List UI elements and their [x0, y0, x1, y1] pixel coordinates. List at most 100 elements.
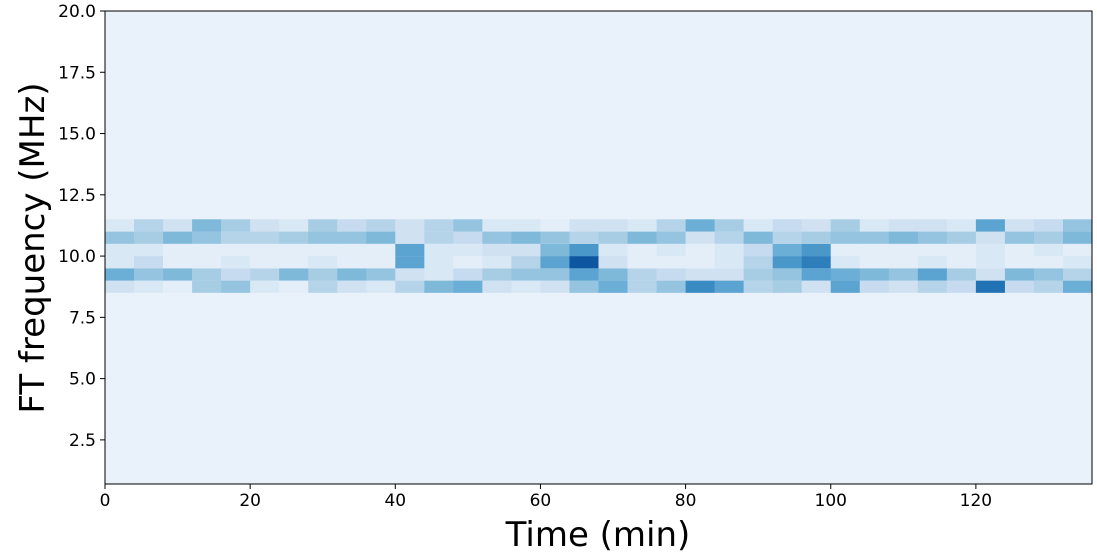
heatmap-cell [888, 268, 919, 281]
heatmap-cell [685, 268, 715, 281]
heatmap-cell [598, 231, 628, 244]
heatmap-cell [279, 256, 309, 269]
heatmap-cell [975, 243, 1006, 257]
heatmap-cell [308, 256, 338, 269]
heatmap-cell [424, 219, 454, 232]
y-tick-label: 10.0 [58, 247, 96, 267]
heatmap-cell [772, 280, 803, 293]
heatmap-cell [656, 231, 686, 244]
heatmap-cell [714, 231, 744, 244]
heatmap-cell [105, 256, 135, 269]
heatmap-cell [830, 243, 861, 257]
heatmap-cell [395, 231, 425, 244]
heatmap-cell [1033, 219, 1064, 232]
heatmap-cell [395, 280, 425, 293]
heatmap-cells [105, 219, 1093, 293]
heatmap-cell [1033, 268, 1064, 281]
heatmap-cell [888, 280, 919, 293]
heatmap-cell [685, 256, 715, 269]
heatmap-cell [192, 280, 222, 293]
heatmap-cell [714, 256, 744, 269]
heatmap-cell [540, 268, 570, 281]
heatmap-cell [453, 243, 483, 257]
heatmap-cell [859, 256, 890, 269]
heatmap-cell [1004, 243, 1035, 257]
heatmap-cell [366, 268, 396, 281]
heatmap-cell [221, 219, 251, 232]
heatmap-cell [685, 243, 715, 257]
heatmap-cell [569, 219, 599, 232]
heatmap-cell [308, 243, 338, 257]
heatmap-cell [221, 268, 251, 281]
heatmap-cell [598, 280, 628, 293]
heatmap-cell [163, 219, 193, 232]
heatmap-cell [279, 231, 309, 244]
heatmap-cell [830, 280, 861, 293]
heatmap-cell [888, 219, 919, 232]
heatmap-cell [975, 280, 1006, 293]
heatmap-cell [685, 280, 715, 293]
heatmap-cell [279, 219, 309, 232]
heatmap-cell [250, 280, 280, 293]
heatmap-cell [743, 219, 773, 232]
heatmap-cell [1033, 280, 1064, 293]
heatmap-cell [163, 256, 193, 269]
heatmap-cell [511, 280, 541, 293]
x-tick-label: 40 [384, 491, 406, 511]
heatmap-cell [540, 256, 570, 269]
heatmap-cell [946, 280, 977, 293]
heatmap-cell [163, 280, 193, 293]
heatmap-cell [1004, 219, 1035, 232]
heatmap-cell [801, 219, 832, 232]
x-tick-label: 20 [239, 491, 261, 511]
heatmap-cell [975, 256, 1006, 269]
heatmap-cell [714, 268, 744, 281]
x-tick-label: 100 [815, 491, 847, 511]
heatmap-cell [424, 268, 454, 281]
heatmap-cell [627, 219, 657, 232]
heatmap-cell [366, 219, 396, 232]
heatmap-cell [511, 256, 541, 269]
heatmap-cell [917, 231, 948, 244]
heatmap-cell [627, 268, 657, 281]
x-tick-label: 120 [960, 491, 992, 511]
heatmap-cell [482, 268, 512, 281]
heatmap-cell [743, 231, 773, 244]
heatmap-cell [801, 243, 832, 257]
heatmap-cell [946, 219, 977, 232]
heatmap-cell [1062, 243, 1093, 257]
heatmap-cell [772, 219, 803, 232]
heatmap-cell [134, 268, 164, 281]
heatmap-cell [424, 256, 454, 269]
heatmap-cell [1004, 231, 1035, 244]
heatmap-cell [308, 231, 338, 244]
heatmap-cell [540, 231, 570, 244]
heatmap-cell [627, 231, 657, 244]
heatmap-cell [1062, 268, 1093, 281]
heatmap-cell [714, 243, 744, 257]
heatmap-cell [511, 219, 541, 232]
heatmap-cell [656, 280, 686, 293]
heatmap-cell [366, 256, 396, 269]
heatmap-cell [482, 231, 512, 244]
heatmap-cell [366, 280, 396, 293]
heatmap-cell [975, 268, 1006, 281]
heatmap-cell [279, 243, 309, 257]
heatmap-cell [685, 231, 715, 244]
heatmap-cell [395, 268, 425, 281]
x-axis-label: Time (min) [505, 515, 691, 555]
heatmap-cell [569, 280, 599, 293]
heatmap-cell [714, 219, 744, 232]
heatmap-cell [424, 231, 454, 244]
heatmap-cell [540, 219, 570, 232]
heatmap-cell [917, 219, 948, 232]
heatmap-cell [598, 243, 628, 257]
heatmap-cell [482, 243, 512, 257]
heatmap-cell [221, 256, 251, 269]
heatmap-cell [337, 231, 367, 244]
heatmap-cell [801, 280, 832, 293]
heatmap-cell [743, 280, 773, 293]
heatmap-cell [453, 231, 483, 244]
heatmap-cell [221, 243, 251, 257]
